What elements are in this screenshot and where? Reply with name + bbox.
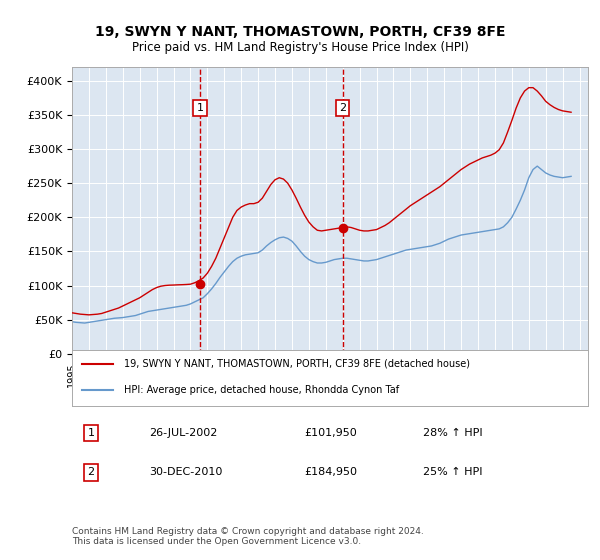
Text: 19, SWYN Y NANT, THOMASTOWN, PORTH, CF39 8FE (detached house): 19, SWYN Y NANT, THOMASTOWN, PORTH, CF39… <box>124 359 470 369</box>
Text: 30-DEC-2010: 30-DEC-2010 <box>149 468 223 477</box>
Text: Contains HM Land Registry data © Crown copyright and database right 2024.
This d: Contains HM Land Registry data © Crown c… <box>72 526 424 546</box>
Text: 2: 2 <box>88 468 95 477</box>
Text: 25% ↑ HPI: 25% ↑ HPI <box>423 468 482 477</box>
Text: 2: 2 <box>339 103 346 113</box>
Text: £184,950: £184,950 <box>304 468 357 477</box>
Text: 1: 1 <box>88 428 94 438</box>
Text: £101,950: £101,950 <box>304 428 357 438</box>
Text: 26-JUL-2002: 26-JUL-2002 <box>149 428 218 438</box>
Text: HPI: Average price, detached house, Rhondda Cynon Taf: HPI: Average price, detached house, Rhon… <box>124 385 399 395</box>
Text: 19, SWYN Y NANT, THOMASTOWN, PORTH, CF39 8FE: 19, SWYN Y NANT, THOMASTOWN, PORTH, CF39… <box>95 25 505 39</box>
Text: Price paid vs. HM Land Registry's House Price Index (HPI): Price paid vs. HM Land Registry's House … <box>131 41 469 54</box>
Text: 1: 1 <box>197 103 203 113</box>
Text: 28% ↑ HPI: 28% ↑ HPI <box>423 428 482 438</box>
